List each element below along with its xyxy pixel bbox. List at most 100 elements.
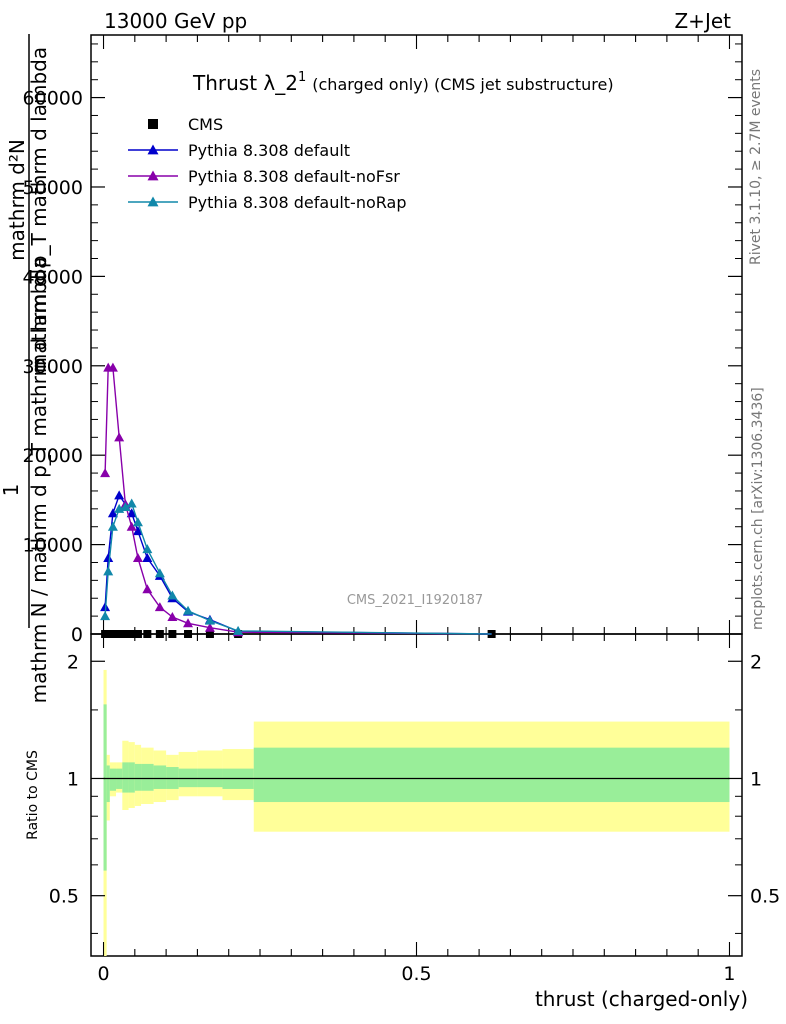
legend-label: Pythia 8.308 default [188,141,350,160]
legend-marker [147,170,159,181]
ratio-band-green [153,765,167,789]
plot-title-rest: (charged only) (CMS jet substructure) [312,75,613,94]
series-3 [100,498,492,635]
process-label: Z+Jet [674,9,731,33]
legend-item: CMS [148,115,223,134]
ratio-y-tick-label-right: 1 [750,768,762,790]
data-point [126,498,137,508]
data-point [167,612,178,622]
legend-label: Pythia 8.308 default-noRap [188,193,406,212]
legend-item: Pythia 8.308 default-noRap [128,193,406,212]
x-tick-label: 0 [97,963,109,985]
energy-label: 13000 GeV pp [104,9,247,33]
data-point [107,521,118,531]
ratio-band-green [253,747,730,803]
main-series [100,362,496,638]
data-point [104,630,113,638]
data-point [103,553,114,563]
plot-title-sup: 1 [298,70,306,85]
data-point [154,602,165,612]
x-tick-label: 0.5 [401,963,431,985]
data-point [233,625,244,635]
main-y-tick-label: 10000 [23,535,83,557]
main-y-tick-label: 50000 [23,177,83,199]
data-point [204,615,215,625]
data-point [487,630,496,638]
ratio-band-green [122,762,129,793]
data-point [183,618,194,628]
data-point [132,526,143,536]
ratio-y-label: Ratio to CMS [25,750,41,840]
data-point [114,490,125,500]
main-y-tick-label: 60000 [23,88,83,110]
ratio-y-tick-label: 0.5 [49,886,79,908]
data-point [205,630,214,638]
data-point [167,590,178,600]
data-point [107,362,118,372]
data-point [132,553,143,563]
data-point [142,544,153,554]
data-point [126,508,137,518]
analysis-id: CMS_2021_I1920187 [347,593,483,608]
x-tick-label: 1 [723,963,735,985]
ratio-band-green [103,704,107,871]
ratio-y-tick-label-right: 2 [750,651,762,673]
main-y-label-one: 1 [0,484,23,497]
main-y-label-line2: mathrm d p_T mathrm d lambda [27,47,51,373]
data-point [103,566,114,576]
data-point [143,630,152,638]
ratio-y-tick-label: 2 [67,651,79,673]
data-point [121,630,130,638]
legend-label: CMS [188,115,223,134]
data-point [142,584,153,594]
legend-item: Pythia 8.308 default-noFsr [128,167,400,186]
data-point [168,630,177,638]
data-point [100,468,111,478]
main-y-tick-label: 20000 [23,445,83,467]
mcplots-label: mcplots.cern.ch [arXiv:1306.3436] [750,387,766,630]
data-point [184,630,193,638]
data-point [100,611,111,621]
x-axis-label: thrust (charged-only) [535,987,748,1011]
data-point [114,432,125,442]
main-y-tick-label: 30000 [23,356,83,378]
plot-title: Thrust λ_21 (charged only) (CMS jet subst… [192,70,614,95]
data-point [154,568,165,578]
data-point [142,553,153,563]
ratio-band-green [106,765,110,803]
main-axes: 0 10000 20000 30000 40000 50000 60000 [23,35,742,646]
main-y-tick-label: 40000 [23,266,83,288]
series-1 [100,490,492,636]
rivet-label: Rivet 3.1.10, ≥ 2.7M events [748,69,764,265]
data-point [204,622,215,632]
ratio-band-green [128,762,135,793]
legend-item: Pythia 8.308 default [128,141,350,160]
data-point [155,630,164,638]
data-point [107,508,118,518]
main-y-tick-label: 0 [71,624,83,646]
main-y-label: 1 mathrm d²N mathrm d p_T mathrm d lambd… [0,34,51,703]
ratio-axes: 0.5 0.5 1 1 2 2 0 0.5 1 [49,634,780,985]
ratio-band-green [141,763,154,791]
data-point [133,630,142,638]
series-line [104,366,492,635]
plot-title-main: Thrust λ_2 [192,71,298,95]
series-line [104,493,492,635]
ratio-band-green [134,763,142,791]
data-point [126,521,137,531]
ratio-band-green [109,768,117,791]
legend: CMS Pythia 8.308 default Pythia 8.308 defa… [128,115,406,212]
ratio-y-tick-label: 1 [67,768,79,790]
legend-marker [147,196,159,207]
ratio-bands [103,669,730,956]
series-2 [100,362,492,637]
data-point [115,630,124,638]
series-line [104,502,492,635]
legend-marker [147,144,159,155]
data-point [183,605,194,615]
ratio-y-tick-label-right: 0.5 [750,886,780,908]
data-point [127,630,136,638]
legend-label: Pythia 8.308 default-noFsr [188,167,400,186]
data-point [132,517,143,527]
